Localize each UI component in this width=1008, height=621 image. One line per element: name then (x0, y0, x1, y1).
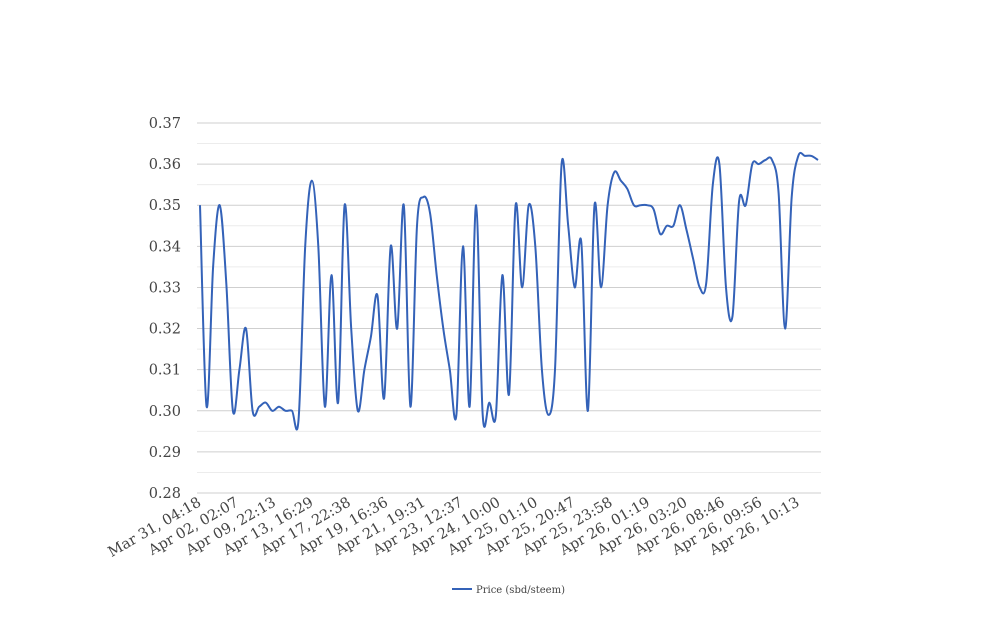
y-tick-label: 0.28 (149, 486, 181, 502)
y-tick-label: 0.29 (149, 445, 181, 461)
series-line-price (200, 153, 818, 430)
y-tick-label: 0.30 (149, 404, 181, 420)
y-tick-label: 0.34 (149, 239, 181, 255)
legend-label-price: Price (sbd/steem) (476, 585, 565, 596)
legend: Price (sbd/steem) (452, 585, 565, 596)
y-axis-ticks: 0.28 0.29 0.30 0.31 0.32 0.33 0.34 0.35 0.36 0.37 (149, 116, 181, 502)
y-tick-label: 0.36 (149, 157, 181, 173)
y-tick-label: 0.35 (149, 198, 181, 214)
y-tick-label: 0.32 (149, 322, 181, 338)
y-tick-label: 0.33 (149, 280, 181, 296)
y-tick-label: 0.37 (149, 116, 181, 132)
y-tick-label: 0.31 (149, 363, 181, 379)
series-lines (200, 153, 818, 430)
